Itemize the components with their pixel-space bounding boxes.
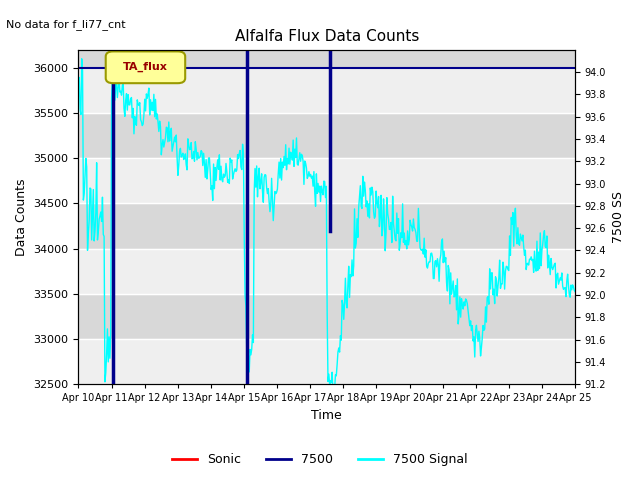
Text: TA_flux: TA_flux xyxy=(123,62,168,72)
Legend: Sonic, 7500, 7500 Signal: Sonic, 7500, 7500 Signal xyxy=(167,448,473,471)
Bar xyxy=(79,158,575,204)
Bar xyxy=(79,249,575,294)
Bar xyxy=(79,339,575,384)
FancyBboxPatch shape xyxy=(106,51,185,83)
Title: Alfalfa Flux Data Counts: Alfalfa Flux Data Counts xyxy=(235,29,419,44)
Bar xyxy=(79,68,575,113)
Y-axis label: Data Counts: Data Counts xyxy=(15,178,28,256)
Text: No data for f_li77_cnt: No data for f_li77_cnt xyxy=(6,19,126,30)
X-axis label: Time: Time xyxy=(312,409,342,422)
Y-axis label: 7500 SS: 7500 SS xyxy=(612,191,625,243)
